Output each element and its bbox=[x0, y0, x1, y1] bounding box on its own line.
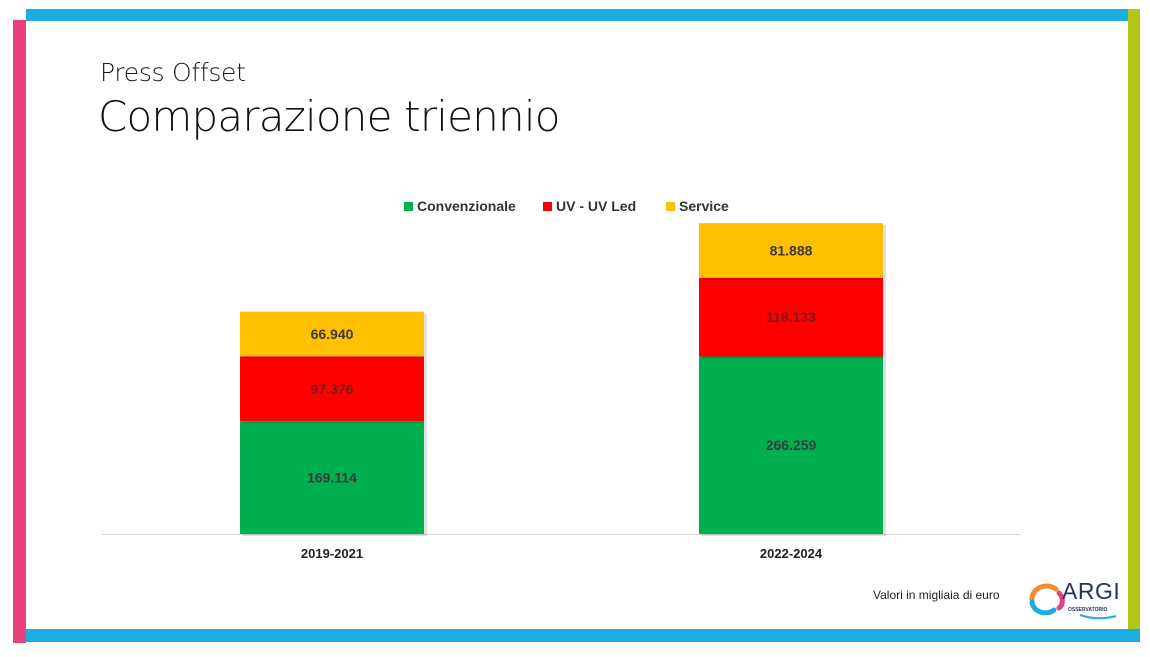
legend-label: Convenzionale bbox=[417, 198, 516, 214]
data-label: 81.888 bbox=[770, 242, 813, 258]
legend-label: Service bbox=[679, 198, 729, 214]
bar-segment bbox=[240, 311, 424, 357]
bar-segment bbox=[240, 421, 424, 534]
argi-logo-subtext: OSSERVATORIO bbox=[1068, 607, 1108, 613]
argi-logo: ARGI OSSERVATORIO bbox=[1026, 578, 1122, 622]
x-tick-label: 2019-2021 bbox=[301, 546, 363, 561]
data-label: 66.940 bbox=[311, 326, 354, 342]
legend-swatch bbox=[666, 202, 675, 211]
bar-segment bbox=[699, 356, 883, 534]
frame-left-stripe bbox=[13, 20, 26, 643]
units-footnote: Valori in migliaia di euro bbox=[873, 588, 1000, 602]
argi-logo-icon bbox=[1029, 583, 1065, 616]
slide-title: Comparazione triennio bbox=[98, 92, 560, 141]
legend-label: UV - UV Led bbox=[556, 198, 636, 214]
slide-subtitle: Press Offset bbox=[100, 58, 246, 87]
bar-segment bbox=[240, 356, 424, 422]
data-label: 97.376 bbox=[311, 381, 354, 397]
argi-logo-text: ARGI bbox=[1062, 578, 1121, 604]
data-label: 169.114 bbox=[307, 470, 357, 486]
bar-segment bbox=[699, 277, 883, 357]
data-label: 118.133 bbox=[766, 309, 816, 325]
frame-top-stripe bbox=[26, 9, 1128, 21]
frame-bottom-stripe bbox=[26, 629, 1140, 642]
argi-logo-swoosh bbox=[1079, 614, 1117, 620]
x-tick-label: 2022-2024 bbox=[760, 546, 823, 561]
bar-segment bbox=[699, 223, 883, 278]
data-label: 266.259 bbox=[766, 437, 817, 453]
frame-right-stripe bbox=[1128, 9, 1140, 629]
legend-swatch bbox=[404, 202, 413, 211]
legend-swatch bbox=[543, 202, 552, 211]
